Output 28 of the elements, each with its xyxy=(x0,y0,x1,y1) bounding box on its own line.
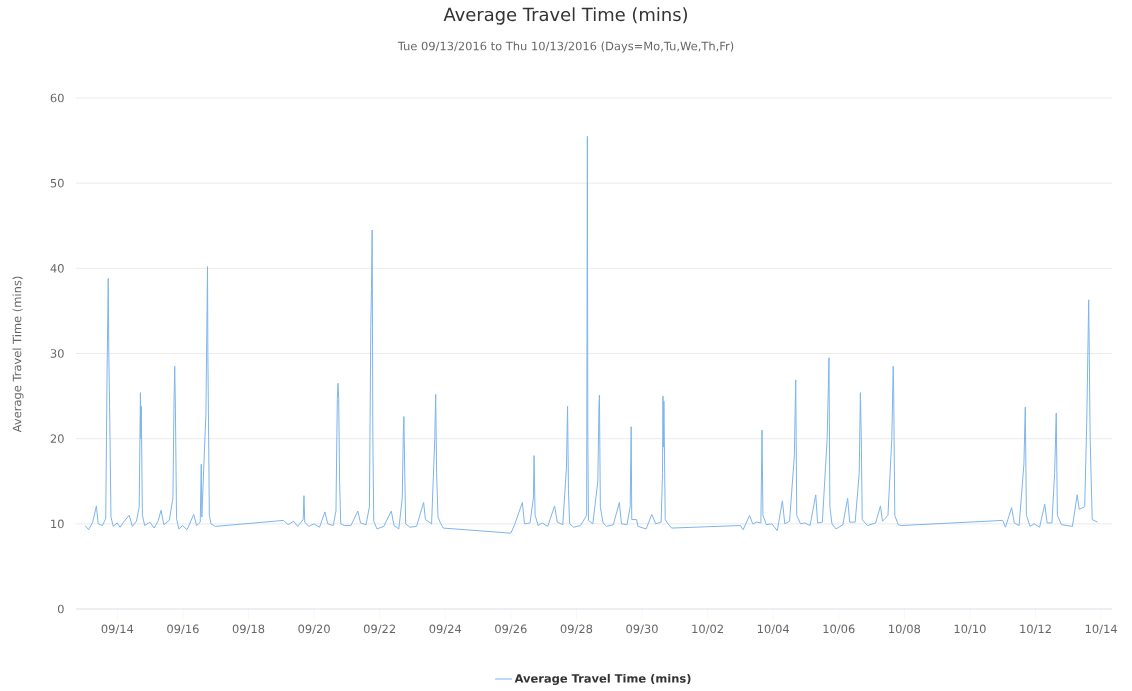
x-tick-label: 10/04 xyxy=(757,624,790,635)
y-tick-label: 20 xyxy=(50,434,64,443)
y-tick-label: 50 xyxy=(50,178,64,188)
y-axis-title: Average Travel Time (mins) xyxy=(12,276,24,433)
x-tick-label: 10/14 xyxy=(1085,624,1117,635)
y-tick-label: 0 xyxy=(57,604,64,614)
y-tick-label: 60 xyxy=(50,93,64,103)
x-tick-label: 10/12 xyxy=(1020,624,1051,635)
x-tick-label: 09/16 xyxy=(167,624,199,635)
chart-subtitle: Tue 09/13/2016 to Thu 10/13/2016 (Days=Mo,Tu,We,Th,Fr) xyxy=(397,41,734,53)
x-tick-label: 09/28 xyxy=(560,624,593,635)
x-tick-label: 10/02 xyxy=(692,624,723,635)
y-tick-label: 30 xyxy=(50,349,64,358)
x-tick-label: 09/14 xyxy=(101,624,134,635)
x-tick-label: 09/26 xyxy=(495,624,527,635)
legend-label: Average Travel Time (mins) xyxy=(514,673,691,686)
x-tick-label: 09/18 xyxy=(232,624,265,635)
y-tick-label: 40 xyxy=(50,263,64,273)
x-tick-label: 10/08 xyxy=(889,624,921,635)
y-tick-label: 10 xyxy=(51,519,64,529)
x-tick-label: 09/22 xyxy=(363,624,396,635)
x-tick-label: 10/10 xyxy=(954,624,986,635)
x-tick-label: 09/20 xyxy=(298,624,330,635)
x-tick-label: 09/30 xyxy=(626,624,658,635)
line-series xyxy=(84,135,1098,534)
x-tick-label: 10/06 xyxy=(823,624,855,635)
chart-title: Average Travel Time (mins) xyxy=(443,7,688,25)
x-tick-label: 09/24 xyxy=(429,624,462,635)
